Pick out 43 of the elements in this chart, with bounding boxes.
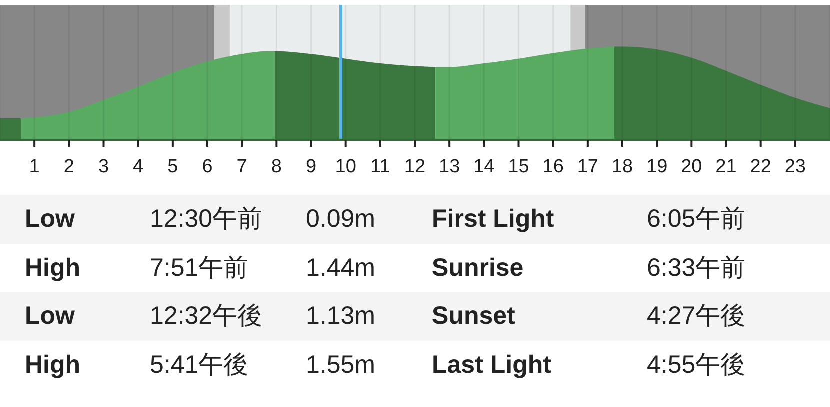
text: 1.13m	[306, 301, 376, 332]
text: Sunset	[432, 301, 516, 332]
text: 7:51午前	[150, 252, 249, 284]
text: 5:41午後	[150, 350, 249, 380]
x-tick-label: 2	[64, 156, 74, 178]
x-tick-label: 16	[542, 156, 564, 178]
text: 6:33午前	[647, 252, 746, 284]
text: First Light	[432, 204, 554, 235]
x-tick-label: 15	[508, 156, 530, 178]
x-tick-label: 18	[612, 156, 634, 178]
x-tick-label: 17	[577, 156, 598, 178]
x-tick-label: 6	[202, 156, 213, 178]
x-tick-label: 14	[474, 156, 496, 178]
text: Sunrise	[432, 252, 524, 284]
x-tick-label: 1	[29, 156, 40, 178]
text: 1.55m	[306, 350, 376, 380]
text: 0.09m	[306, 204, 376, 235]
text: 6:05午前	[647, 204, 746, 235]
x-tick-label: 4	[133, 156, 144, 178]
x-tick-label: 20	[681, 156, 702, 178]
x-tick-label: 21	[716, 156, 737, 178]
x-tick-label: 3	[98, 156, 110, 178]
text: High	[25, 350, 81, 380]
text: 12:30午前	[150, 204, 263, 235]
x-tick-label: 7	[236, 156, 248, 178]
x-tick-label: 19	[646, 156, 668, 178]
x-tick-label: 9	[306, 156, 317, 178]
x-tick-label: 12	[404, 156, 426, 178]
x-tick-label: 10	[335, 156, 356, 178]
text: 4:55午後	[647, 350, 746, 380]
text: Last Light	[432, 350, 552, 380]
x-tick-label: 11	[370, 156, 390, 178]
text: 4:27午後	[647, 301, 746, 332]
text: 12:32午後	[150, 301, 263, 332]
text: High	[25, 252, 81, 284]
x-tick-label: 5	[168, 156, 178, 178]
x-tick-label: 8	[271, 156, 282, 178]
text: Low	[25, 204, 75, 235]
x-tick-label: 22	[750, 156, 772, 178]
x-tick-label: 23	[784, 156, 806, 178]
x-tick-label: 13	[439, 156, 460, 178]
text: Low	[25, 301, 75, 332]
text: 1.44m	[306, 252, 376, 284]
